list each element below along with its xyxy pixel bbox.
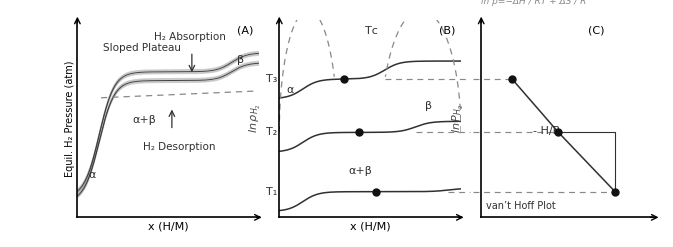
Text: H₂ Absorption: H₂ Absorption bbox=[153, 32, 225, 41]
Text: T₂: T₂ bbox=[267, 127, 277, 137]
Text: (A): (A) bbox=[238, 26, 254, 36]
Text: (B): (B) bbox=[439, 26, 456, 36]
Text: T₁: T₁ bbox=[267, 187, 277, 197]
Text: α: α bbox=[88, 170, 96, 180]
Text: - H/R: - H/R bbox=[532, 126, 560, 136]
X-axis label: x (H/M): x (H/M) bbox=[350, 222, 390, 231]
Text: $\it{ln}\,\rho_{H_2}$: $\it{ln}\,\rho_{H_2}$ bbox=[248, 104, 263, 133]
Text: β: β bbox=[425, 101, 431, 111]
X-axis label: x (H/M): x (H/M) bbox=[148, 222, 188, 231]
Text: Tᴄ: Tᴄ bbox=[365, 26, 378, 36]
Text: $\it{ln}\,P_{H_2}$: $\it{ln}\,P_{H_2}$ bbox=[452, 104, 466, 133]
Text: α+β: α+β bbox=[132, 115, 155, 124]
Text: (C): (C) bbox=[588, 26, 605, 36]
Text: van’t Hoff Plot: van’t Hoff Plot bbox=[487, 202, 556, 211]
Text: α+β: α+β bbox=[349, 166, 372, 176]
Text: T₃: T₃ bbox=[266, 74, 277, 84]
Text: β: β bbox=[238, 55, 244, 65]
Text: ln p=−ΔH / RT + ΔS / R: ln p=−ΔH / RT + ΔS / R bbox=[481, 0, 587, 6]
Text: Sloped Plateau: Sloped Plateau bbox=[103, 43, 181, 53]
Text: H₂ Desorption: H₂ Desorption bbox=[143, 142, 215, 152]
Y-axis label: Equil. H₂ Pressure (atm): Equil. H₂ Pressure (atm) bbox=[65, 60, 75, 177]
Text: α: α bbox=[287, 85, 294, 95]
